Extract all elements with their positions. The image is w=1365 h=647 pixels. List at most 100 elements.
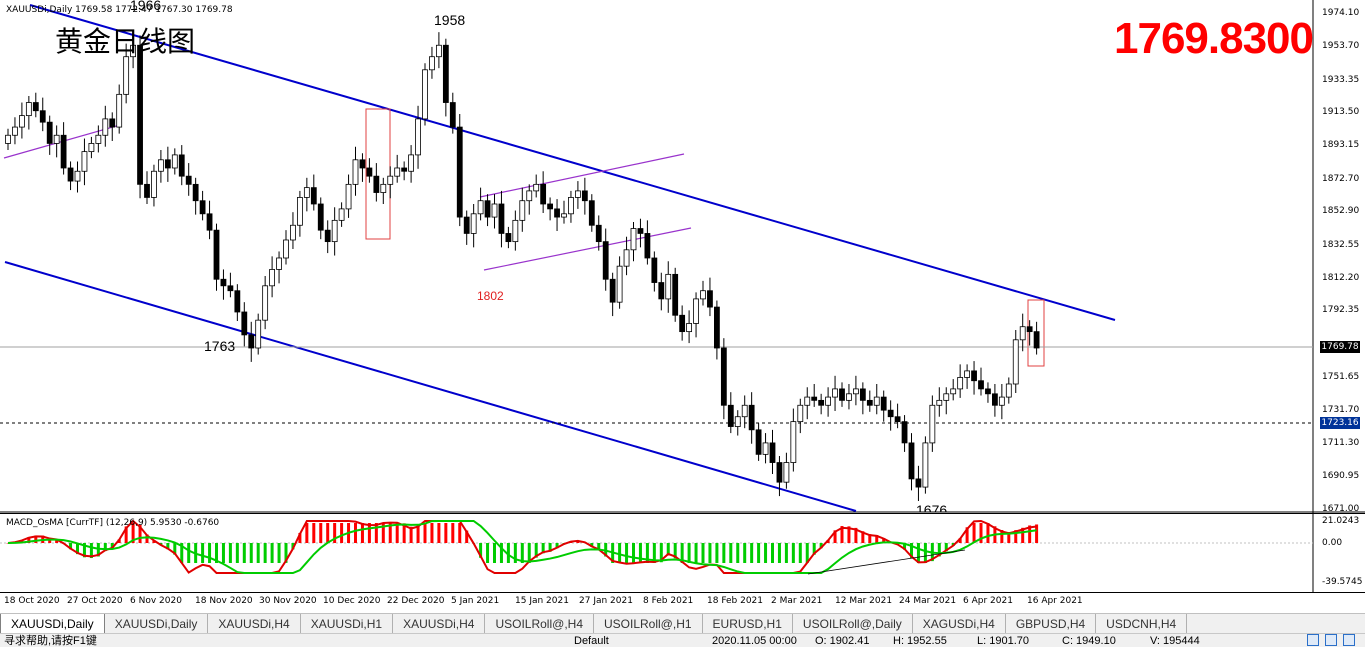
macd-histogram-bar <box>173 543 177 555</box>
candle <box>540 171 547 213</box>
macd-header: MACD_OsMA [CurrTF] (12,26,9) 5.9530 -0.6… <box>6 518 220 528</box>
chart-tab[interactable]: USOILRoll@,H1 <box>594 614 703 633</box>
macd-histogram-bar <box>923 543 927 563</box>
macd-histogram-bar <box>110 543 114 549</box>
candle <box>192 177 199 215</box>
candle <box>992 383 998 417</box>
time-axis-label: 2 Mar 2021 <box>771 596 823 606</box>
macd-axis-label: 21.0243 <box>1322 516 1360 526</box>
macd-histogram-bar <box>305 523 309 543</box>
status-volume: V: 195444 <box>1150 635 1200 647</box>
line-price-tag: 1723.16 <box>1320 417 1360 429</box>
connection-icon[interactable] <box>1307 634 1319 646</box>
macd-histogram-bar <box>687 543 691 563</box>
grid-icon[interactable] <box>1343 634 1355 646</box>
candle <box>25 95 32 130</box>
candle <box>505 226 512 249</box>
macd-histogram-bar <box>465 530 469 543</box>
candle <box>901 415 908 452</box>
macd-histogram-bar <box>131 523 135 543</box>
candle <box>609 272 616 317</box>
macd-histogram-bar <box>201 543 205 563</box>
candle <box>283 230 289 265</box>
candle <box>1033 321 1040 355</box>
candle <box>908 433 915 491</box>
macd-histogram-bar <box>430 523 434 543</box>
candle <box>130 38 137 69</box>
price-axis-label: 1690.95 <box>1322 471 1360 482</box>
candle <box>686 310 692 344</box>
candle <box>324 220 331 254</box>
candle <box>533 174 540 198</box>
macd-histogram-bar <box>180 543 184 563</box>
macd-histogram-bar <box>757 543 761 563</box>
candle <box>727 392 734 434</box>
divergence-line <box>807 549 966 575</box>
macd-histogram-bar <box>555 543 559 549</box>
macd-histogram-bar <box>534 543 538 558</box>
chart-tab[interactable]: GBPUSD,H4 <box>1006 614 1097 633</box>
candle <box>957 364 964 398</box>
chart-tab[interactable]: USDCNH,H4 <box>1096 614 1188 633</box>
macd-histogram-bar <box>1028 525 1032 543</box>
macd-histogram-bar <box>875 535 879 543</box>
macd-histogram-bar <box>847 526 851 543</box>
chart-tab[interactable]: XAUUSDi,Daily <box>0 614 105 633</box>
candle <box>672 267 679 322</box>
candle <box>783 452 790 489</box>
chart-tab[interactable]: XAUUSDi,H4 <box>393 614 486 633</box>
candle <box>380 177 387 204</box>
candle <box>859 382 866 415</box>
candle <box>832 375 838 411</box>
macd-histogram-bar <box>381 523 385 543</box>
candle <box>477 187 484 221</box>
candle <box>151 164 157 207</box>
macd-histogram-bar <box>638 543 642 563</box>
macd-histogram-bar <box>1035 524 1039 543</box>
status-profile[interactable]: Default <box>574 635 609 647</box>
candle <box>846 383 852 410</box>
time-axis-label: 12 Mar 2021 <box>835 596 893 606</box>
status-open: O: 1902.41 <box>815 635 870 647</box>
macd-histogram-bar <box>291 543 295 550</box>
chart-ohlc-header: XAUUSDi,Daily 1769.58 1772.47 1767.30 17… <box>6 5 233 15</box>
chart-tab[interactable]: EURUSD,H1 <box>703 614 793 633</box>
candle <box>206 200 213 240</box>
macd-histogram-bar <box>187 543 191 563</box>
candle <box>839 382 845 407</box>
candle <box>116 84 123 134</box>
candle <box>164 146 171 182</box>
chart-tab[interactable]: USOILRoll@,H4 <box>485 614 594 633</box>
candle <box>303 177 310 212</box>
candle <box>157 149 164 183</box>
chart-tab[interactable]: XAGUSDi,H4 <box>913 614 1006 633</box>
chart-tab[interactable]: USOILRoll@,Daily <box>793 614 913 633</box>
candle <box>762 433 769 464</box>
price-chart[interactable] <box>0 0 1365 513</box>
candle <box>88 136 95 159</box>
chart-tab[interactable]: XAUUSDi,H1 <box>301 614 394 633</box>
candle <box>630 221 637 262</box>
macd-histogram-bar <box>333 523 337 543</box>
candle <box>581 177 588 215</box>
macd-indicator[interactable] <box>0 513 1365 593</box>
macd-histogram-bar <box>458 523 462 543</box>
candle <box>12 117 18 145</box>
macd-histogram-bar <box>798 543 802 563</box>
candle <box>1026 320 1033 346</box>
bars-icon[interactable] <box>1325 634 1337 646</box>
macd-histogram-bar <box>103 543 107 552</box>
time-axis: 18 Oct 2020 27 Oct 2020 6 Nov 2020 18 Nov 2… <box>0 593 1365 613</box>
macd-histogram-bar <box>840 526 844 543</box>
price-axis-label: 1953.70 <box>1322 41 1360 52</box>
macd-histogram-bar <box>736 543 740 563</box>
chart-tab[interactable]: XAUUSDi,H4 <box>208 614 301 633</box>
flag-upper-line <box>479 153 685 198</box>
candle <box>894 403 901 429</box>
price-axis-label: 1671.00 <box>1322 504 1360 514</box>
macd-histogram-bar <box>34 535 38 543</box>
candle <box>588 194 595 232</box>
chart-tab[interactable]: XAUUSDi,Daily <box>105 614 209 633</box>
annotation-bottom-cut: 1676 <box>916 502 948 512</box>
